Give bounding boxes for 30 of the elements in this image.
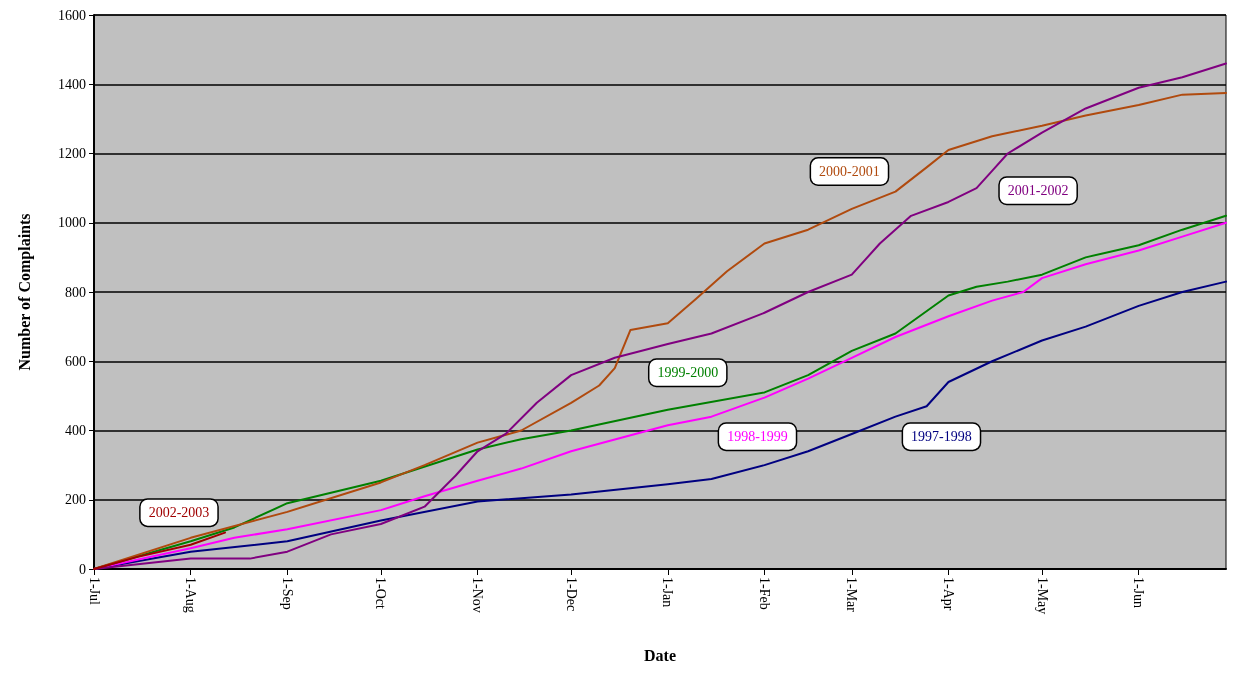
x-tick-label: 1-Jun <box>1131 577 1147 609</box>
y-tick-label: 0 <box>79 561 86 577</box>
x-tick-label: 1-Jan <box>660 577 676 608</box>
series-label: 2000-2001 <box>819 164 880 180</box>
x-tick-label: 1-May <box>1034 577 1050 615</box>
series-label: 1997-1998 <box>911 429 972 445</box>
x-tick-label: 1-Sep <box>279 577 295 610</box>
x-tick-label: 1-Nov <box>470 577 486 613</box>
y-tick-label: 1200 <box>58 146 86 161</box>
y-tick-label: 1400 <box>58 76 86 92</box>
x-tick-label: 1-Aug <box>183 577 199 613</box>
series-label: 2001-2002 <box>1007 183 1069 199</box>
y-tick-label: 800 <box>65 284 86 300</box>
y-tick-label: 200 <box>65 492 86 508</box>
x-tick-label: 1-Feb <box>756 577 772 610</box>
x-tick-label: 1-Mar <box>844 577 860 613</box>
y-tick-label: 1600 <box>58 7 86 23</box>
series-label: 2002-2003 <box>148 505 210 521</box>
x-tick-label: 1-Apr <box>940 577 956 611</box>
x-tick-label: 1-Dec <box>563 577 579 612</box>
y-tick-label: 1000 <box>58 215 86 231</box>
line-series <box>93 531 226 570</box>
x-tick-label: 1-Oct <box>373 577 389 609</box>
series-label: 1998-1999 <box>727 429 788 445</box>
y-axis-title: Number of Complaints <box>15 213 34 371</box>
x-tick-label: 1-Jul <box>86 577 102 606</box>
y-tick-label: 600 <box>65 353 86 369</box>
y-tick-label: 400 <box>65 423 86 438</box>
x-axis-title: Date <box>644 646 676 664</box>
series-label: 1999-2000 <box>657 365 719 381</box>
